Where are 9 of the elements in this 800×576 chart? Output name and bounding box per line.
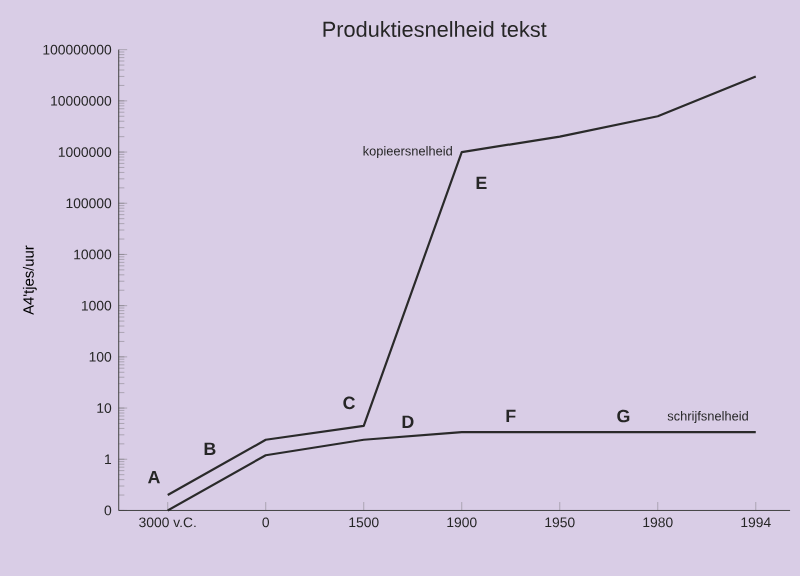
line-series	[166, 75, 757, 497]
annotation: D	[402, 415, 414, 428]
annotation: B	[204, 442, 216, 455]
annotation: A	[148, 470, 160, 484]
chart-title: Produktiesnelheid tekst	[323, 21, 547, 38]
annotation: G	[617, 409, 630, 423]
annotation: F	[506, 409, 516, 423]
annotation: E	[476, 176, 487, 190]
annotation: C	[343, 396, 355, 410]
